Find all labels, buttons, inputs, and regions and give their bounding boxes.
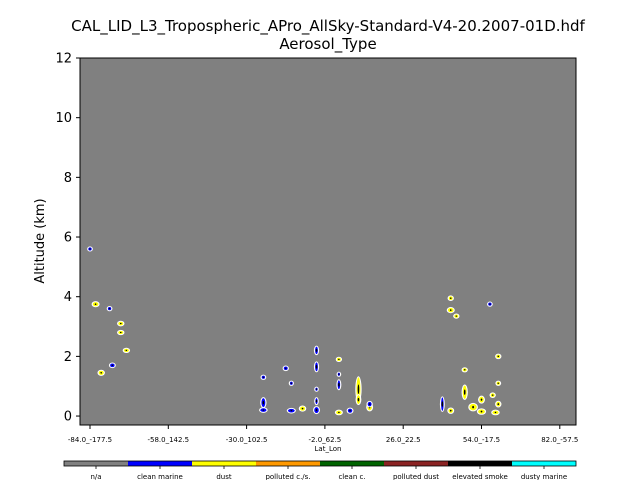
aerosol-blob-core <box>284 367 287 370</box>
aerosol-blob-core <box>119 322 122 325</box>
chart-title-line2: Aerosol_Type <box>279 35 376 54</box>
colorbar-tick-label: polluted dust <box>393 473 439 480</box>
colorbar-segment <box>384 461 448 466</box>
aerosol-blob-core <box>349 409 351 412</box>
colorbar-segment <box>192 461 256 466</box>
aerosol-blob-core <box>94 303 97 305</box>
colorbar-segment <box>448 461 512 466</box>
colorbar-tick-label: elevated smoke <box>452 473 508 480</box>
aerosol-blob-core <box>489 303 491 305</box>
plot-frame <box>79 57 577 426</box>
aerosol-blob-core <box>368 403 371 406</box>
y-tick-label: 2 <box>64 350 72 365</box>
aerosol-blob-core <box>449 409 452 412</box>
aerosol-blob-core <box>119 331 122 334</box>
aerosol-blob-core <box>262 400 265 405</box>
colorbar-frame <box>63 460 577 467</box>
aerosol-blob-core <box>315 388 318 390</box>
colorbar-tick-label: dusty marine <box>521 473 567 480</box>
aerosol-blob-core <box>89 248 91 250</box>
aerosol-blob-core <box>480 398 483 401</box>
colorbar-tick-label: n/a <box>90 473 101 480</box>
colorbar: n/a clean marine dust polluted c./s. clean c… <box>63 460 577 480</box>
x-axis: -84.0_-177.5 -58.0_142.5 -30.0_102.5 -2.0_6… <box>68 425 578 444</box>
aerosol-blob-core <box>301 407 304 410</box>
aerosol-blob-core <box>463 369 466 371</box>
colorbar-segment <box>320 461 384 466</box>
aerosol-blob-core <box>262 376 265 378</box>
aerosol-blob-core <box>497 382 500 384</box>
aerosol-blobs <box>87 246 502 416</box>
colorbar-segment <box>256 461 320 466</box>
aerosol-blob-core <box>441 401 444 407</box>
aerosol-blob-core <box>455 315 458 317</box>
aerosol-blob-core <box>491 394 494 396</box>
x-tick-label: 82.0_-57.5 <box>541 436 578 444</box>
aerosol-blob-core <box>480 410 483 413</box>
aerosol-blob-core <box>338 382 340 387</box>
y-tick-label: 10 <box>55 111 72 126</box>
aerosol-blob-core <box>290 382 293 384</box>
aerosol-blob-core <box>497 403 500 406</box>
aerosol-blob-core <box>357 397 360 402</box>
aerosol-blob-core <box>315 408 318 412</box>
aerosol-blob-core <box>338 373 340 375</box>
colorbar-segment <box>128 461 192 466</box>
y-tick-label: 4 <box>64 290 72 305</box>
y-axis: 0 2 4 6 8 10 12 <box>55 52 80 425</box>
colorbar-tick-label: clean marine <box>137 473 183 480</box>
aerosol-blob-core <box>108 307 111 310</box>
chart-title-line1: CAL_LID_L3_Tropospheric_APro_AllSky-Stan… <box>71 17 585 36</box>
colorbar-tick-label: dust <box>216 473 232 480</box>
aerosol-blob-core <box>494 411 497 414</box>
aerosol-blob-core <box>100 371 102 374</box>
aerosol-blob-core <box>463 389 466 395</box>
y-tick-label: 0 <box>64 410 72 425</box>
aerosol-blob-core <box>290 409 293 412</box>
aerosol-blob-core <box>449 309 452 311</box>
colorbar-segment <box>512 461 576 466</box>
colorbar-tick-label: polluted c./s. <box>265 473 310 480</box>
aerosol-blob-core <box>338 411 340 414</box>
x-tick-label: -30.0_102.5 <box>226 436 268 444</box>
aerosol-blob-core <box>125 349 128 352</box>
aerosol-blob-core <box>357 384 360 394</box>
aerosol-blob-core <box>315 399 318 403</box>
aerosol-blob-core <box>449 297 452 299</box>
aerosol-blob-core <box>111 364 114 367</box>
x-tick-label: 26.0_22.5 <box>386 436 421 444</box>
x-tick-label: -84.0_-177.5 <box>68 436 112 444</box>
y-tick-label: 6 <box>64 231 72 246</box>
aerosol-blob-core <box>497 355 500 358</box>
aerosol-blob-core <box>315 365 318 369</box>
plot-area <box>80 58 576 425</box>
aerosol-blob-core <box>315 348 318 352</box>
y-tick-label: 8 <box>64 171 72 186</box>
aerosol-blob-core <box>262 409 265 411</box>
x-tick-label: -2.0_62.5 <box>309 436 342 444</box>
y-tick-label: 12 <box>55 52 72 67</box>
aerosol-blob-core <box>472 405 475 409</box>
y-axis-label: Altitude (km) <box>33 198 48 283</box>
colorbar-tick-label: clean c. <box>338 473 365 480</box>
x-tick-label: 54.0_-17.5 <box>463 436 500 444</box>
x-tick-label: -58.0_142.5 <box>147 436 189 444</box>
aerosol-blob-core <box>338 358 340 360</box>
x-axis-label: Lat_Lon <box>315 445 342 453</box>
colorbar-segment <box>64 461 128 466</box>
